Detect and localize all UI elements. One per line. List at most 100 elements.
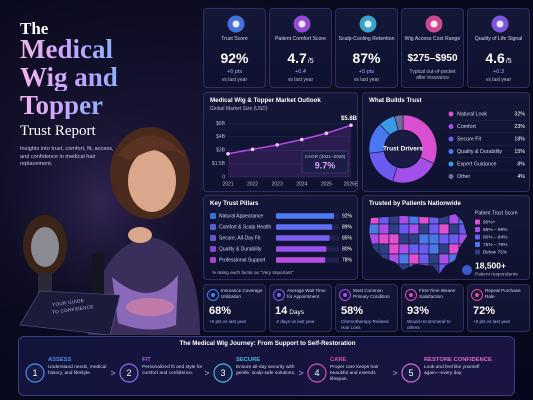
legend-title: Patient Trust Score [475, 210, 518, 216]
pillar-icon [210, 235, 216, 241]
annotation-value: 9.7% [315, 160, 336, 170]
kpi-value: $275–$950 [402, 53, 463, 64]
bar-label: Professional Support [219, 257, 266, 263]
stat-detail: +6 pts vs last year [209, 319, 247, 324]
line-point [275, 143, 279, 147]
donut-center-label: Trust Drivers [383, 146, 423, 153]
bar-label: Comfort & Scalp Health [219, 224, 271, 230]
step-circle [401, 363, 421, 383]
stat-icon-dot [211, 293, 215, 297]
stat-value-number: 14 [275, 305, 288, 317]
chart-canvas [405, 289, 417, 301]
kpi-value-number: 4.7 [287, 50, 307, 66]
kpi-card: Wig Access Cost Range $275–$950 Typical ou… [401, 8, 464, 88]
map-state [448, 263, 460, 274]
step-circle [213, 363, 233, 383]
legend-label: 80% – 84% [483, 234, 508, 240]
map-state [408, 243, 420, 255]
chart-footnote: % rating each factor as "Very Important" [212, 270, 294, 275]
chart-canvas [273, 289, 285, 301]
legend-value: 23% [514, 124, 525, 130]
subtitle: Insights into trust, comfort, fit, acces… [20, 146, 114, 168]
stat-label: Most Common Primary Condition [353, 288, 390, 299]
chart-canvas [425, 15, 442, 33]
map-state [418, 233, 430, 245]
legend-value: 15% [514, 149, 525, 155]
step-title: RESTORE CONFIDENCE [424, 357, 492, 363]
photo-illustration [0, 95, 200, 335]
stat-value: 58% [341, 305, 363, 317]
stat-icon [405, 289, 417, 301]
legend-label: Natural Look [457, 111, 487, 117]
pillar-icon [210, 257, 216, 263]
map-state [428, 253, 440, 265]
data-label: 89% [342, 224, 353, 230]
step-title: FIT [142, 357, 151, 363]
step-text: Personalized fit and style for comfort a… [142, 365, 203, 377]
x-tick-label: 2024 [296, 181, 307, 187]
step-circle [119, 363, 139, 383]
y-tick-label: $6B [216, 121, 226, 127]
bar-label: Quality & Durability [219, 246, 262, 252]
x-tick-label: 2021 [222, 181, 233, 187]
data-label: 85% [342, 235, 353, 241]
map-state [378, 214, 390, 225]
bottle [92, 253, 104, 297]
stat-detail: Would recommend to others [407, 319, 451, 330]
respondents-icon [462, 265, 472, 275]
stat-value: 93% [407, 305, 429, 317]
map-state [438, 214, 450, 225]
stat-value-number: 72% [473, 305, 496, 317]
data-label: $5.8B [341, 116, 358, 122]
y-tick-label: $4B [216, 134, 226, 140]
stat-card: Most Common Primary Condition 58% Chemothe… [335, 284, 398, 332]
step-title: CARE [330, 357, 347, 363]
bar [276, 257, 326, 263]
respondents-value: 18,500+ [475, 260, 506, 270]
map-state [428, 223, 440, 235]
kpi-value-number: $275–$950 [407, 53, 458, 64]
legend-value: 8% [517, 161, 525, 167]
chart-canvas: 1 2 3 4 5 [25, 363, 421, 383]
kpi-value: 92% [204, 50, 265, 66]
legend-label: Expert Guidance [457, 161, 497, 167]
map-state [369, 253, 380, 265]
step-number: 2 [126, 368, 131, 378]
stat-value-number: 58% [341, 305, 364, 317]
donut-card: What Builds Trust Trust Drivers Natural Lo… [362, 92, 530, 192]
legend-marker [448, 161, 454, 167]
legend-swatch [475, 242, 480, 247]
step-title: ASSESS [48, 357, 72, 363]
stat-card: First-Time Wearer Satisfaction 93% Would r… [401, 284, 464, 332]
map-state [448, 223, 460, 235]
stat-card: Repeat Purchase Rate 72% +8 pts vs last ye… [467, 284, 530, 332]
kpi-change: +5 pts [358, 69, 375, 75]
legend-marker [448, 174, 454, 179]
stat-detail: Chemotherapy-Related Hair Loss [341, 319, 389, 330]
step-title: SECURE [236, 357, 261, 363]
map-state [378, 233, 390, 245]
map-state [398, 233, 410, 245]
map-state [418, 253, 430, 265]
map-state [388, 253, 400, 265]
legend-marker [448, 149, 454, 154]
chart-canvas [207, 289, 219, 301]
map-state [369, 233, 380, 245]
person-hand [128, 227, 152, 243]
kpi-note: vs last year [287, 77, 314, 83]
map-state [398, 253, 410, 265]
kpi-value: 4.6/5 [468, 50, 529, 66]
stat-detail: -2 days vs last year [275, 319, 315, 324]
stat-label: First-Time Wearer Satisfaction [419, 288, 456, 299]
step-text: Proper care keeps hair beautiful and ext… [330, 365, 379, 383]
kpi-change: +6 pts [226, 69, 243, 75]
line-point [300, 137, 304, 142]
chart-canvas [491, 15, 508, 33]
map-state [448, 243, 460, 255]
donut-hole [385, 131, 421, 167]
stat-value-number: 93% [407, 305, 430, 317]
map-state [458, 243, 467, 255]
data-label: 92% [342, 213, 353, 219]
pillars-card: Key Trust Pillars Natural Appearance 92% Co… [203, 195, 358, 280]
